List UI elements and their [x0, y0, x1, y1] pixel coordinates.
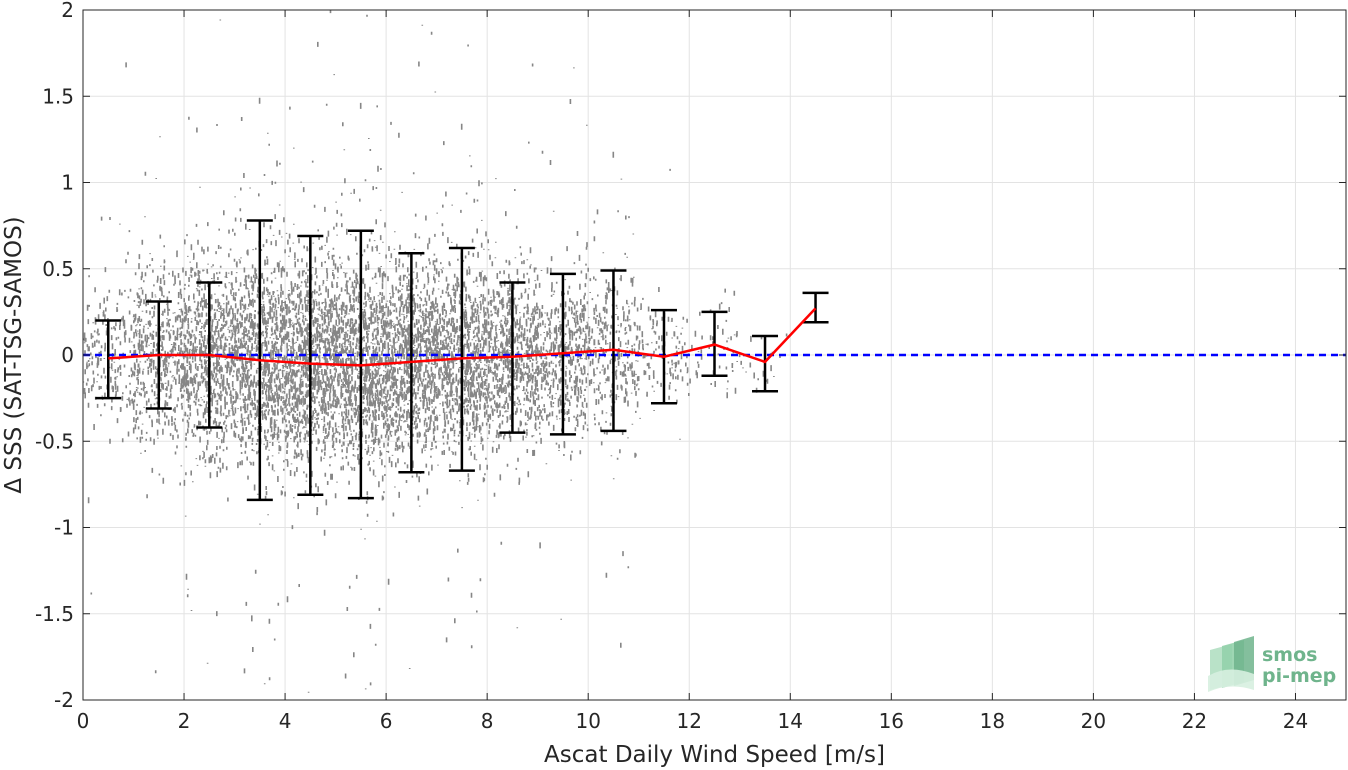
error-bar — [297, 234, 324, 496]
x-tick-label: 10 — [575, 709, 600, 733]
x-tick-label: 8 — [481, 709, 494, 733]
y-tick-label: -1.5 — [35, 602, 74, 626]
y-tick-label: 0 — [61, 343, 74, 367]
error-bar — [95, 319, 122, 400]
y-tick-label: 1 — [61, 171, 74, 195]
x-tick-labels: 0 2 4 6 8 10 12 14 16 18 20 22 24 — [77, 709, 1309, 733]
x-tick-label: 14 — [778, 709, 803, 733]
y-axis-label: Δ SSS (SAT-TSG-SAMOS) — [1, 216, 27, 493]
y-tick-label: 1.5 — [42, 84, 74, 108]
x-tick-label: 2 — [178, 709, 191, 733]
x-tick-label: 4 — [279, 709, 292, 733]
error-bar — [802, 291, 829, 324]
scatter-points — [82, 10, 788, 693]
mean-polyline — [108, 307, 817, 367]
logo-line1: smos — [1262, 644, 1317, 666]
x-tick-label: 6 — [380, 709, 393, 733]
x-tick-label: 24 — [1283, 709, 1308, 733]
x-tick-label: 22 — [1182, 709, 1207, 733]
y-tick-label: -0.5 — [35, 429, 74, 453]
scatter-cloud — [82, 10, 788, 693]
y-tick-label: 2 — [61, 0, 74, 22]
x-tick-label: 18 — [980, 709, 1005, 733]
axes-frame — [82, 9, 1347, 701]
x-tick-label: 20 — [1081, 709, 1106, 733]
error-bar — [752, 334, 779, 393]
logo-mark-icon — [1208, 636, 1254, 692]
x-tick-label: 0 — [77, 709, 90, 733]
mean-line — [108, 307, 817, 367]
logo-line2: pi-mep — [1262, 665, 1336, 687]
x-tick-label: 16 — [879, 709, 904, 733]
x-tick-label: 12 — [677, 709, 702, 733]
y-tick-labels: -2 -1.5 -1 -0.5 0 0.5 1 1.5 2 — [35, 0, 74, 712]
y-tick-label: -2 — [54, 688, 74, 712]
x-axis-label: Ascat Daily Wind Speed [m/s] — [544, 742, 885, 768]
smos-pimep-logo: smos pi-mep — [1208, 636, 1336, 692]
y-tick-label: -1 — [54, 516, 74, 540]
y-tick-label: 0.5 — [42, 257, 74, 281]
